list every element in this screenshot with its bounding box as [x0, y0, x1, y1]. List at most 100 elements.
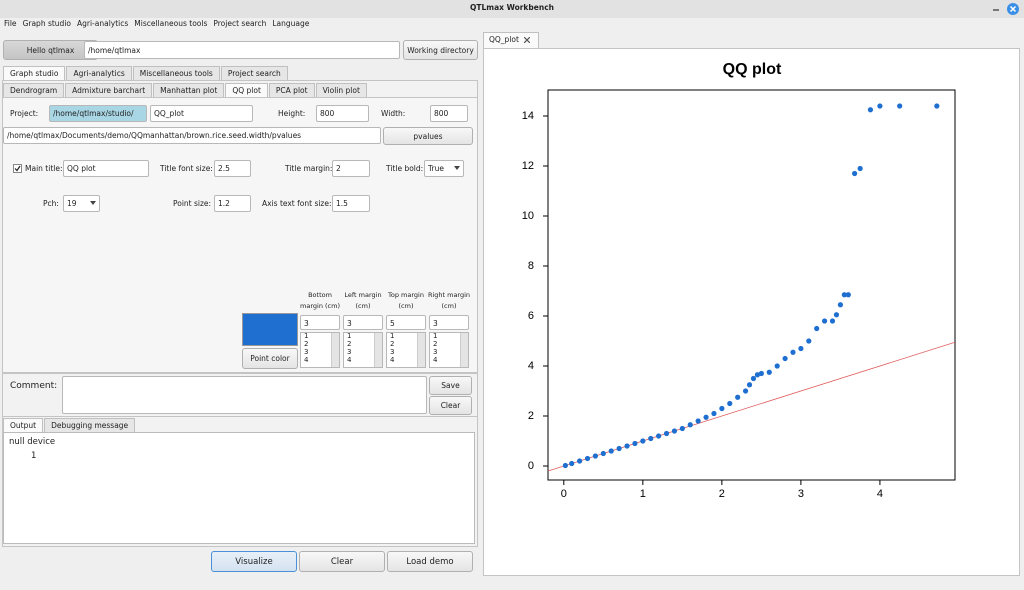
- tab[interactable]: QQ plot: [225, 83, 268, 97]
- comment-input[interactable]: [62, 376, 427, 414]
- list-option[interactable]: 1: [304, 332, 309, 340]
- list-option[interactable]: 3: [347, 348, 352, 356]
- output-box: null device 1: [3, 432, 475, 544]
- sub-tabs: Dendrogram Admixture barchart Manhattan pl…: [3, 83, 368, 97]
- point: [822, 318, 828, 324]
- tab[interactable]: Agri-analytics: [66, 66, 132, 80]
- tab[interactable]: Project search: [220, 66, 288, 80]
- clear-button[interactable]: Clear: [429, 396, 472, 415]
- y-tick-label: 14: [522, 110, 534, 122]
- plot-panel: [483, 48, 1020, 576]
- list-option[interactable]: 2: [347, 340, 352, 348]
- label: Title margin:: [285, 164, 333, 173]
- axis-font-size-input[interactable]: 1.5: [332, 195, 370, 212]
- menu-item[interactable]: Agri-analytics: [77, 19, 129, 28]
- point: [877, 103, 883, 109]
- tab[interactable]: Dendrogram: [3, 83, 65, 97]
- menu-item[interactable]: Miscellaneous tools: [134, 19, 208, 28]
- tab[interactable]: Debugging message: [44, 418, 136, 432]
- point: [616, 445, 622, 452]
- x-tick-label: 4: [877, 488, 883, 500]
- tab[interactable]: Output: [3, 418, 44, 432]
- point: [798, 345, 804, 352]
- file-button[interactable]: pvalues: [383, 127, 473, 145]
- title-margin-input[interactable]: 2: [332, 160, 370, 177]
- point: [742, 388, 749, 394]
- menu-item[interactable]: Graph studio: [22, 19, 71, 28]
- list-option[interactable]: 2: [304, 340, 309, 348]
- list-option[interactable]: 1: [390, 332, 395, 340]
- tab[interactable]: Graph studio: [3, 66, 66, 80]
- y-tick-label: 10: [522, 210, 534, 222]
- margin-input[interactable]: 5: [386, 315, 426, 330]
- margin-input[interactable]: 3: [429, 315, 469, 330]
- list-option[interactable]: 3: [304, 348, 309, 356]
- working-dir-button[interactable]: Working directory: [403, 40, 478, 60]
- point: [600, 450, 606, 457]
- list-option[interactable]: 4: [433, 356, 438, 364]
- project-name[interactable]: QQ_plot: [150, 105, 253, 122]
- point: [656, 433, 662, 439]
- tab[interactable]: Admixture barchart: [65, 83, 153, 97]
- list-option[interactable]: 3: [433, 348, 438, 356]
- label: Height:: [278, 109, 306, 118]
- action-button[interactable]: Visualize: [211, 551, 297, 572]
- x-tick-label: 3: [798, 488, 804, 500]
- list-option[interactable]: 4: [304, 356, 309, 364]
- checkbox[interactable]: [13, 164, 22, 173]
- tab-close[interactable]: [524, 37, 530, 43]
- list-option[interactable]: 2: [433, 340, 438, 348]
- point: [640, 438, 646, 444]
- window-controls[interactable]: [990, 2, 1022, 16]
- point: [814, 325, 820, 332]
- menu-item[interactable]: Language: [272, 19, 310, 28]
- width-input[interactable]: 800: [430, 105, 468, 122]
- list-option[interactable]: 1: [433, 332, 438, 340]
- dropdown-arrow: [454, 166, 460, 170]
- save-button[interactable]: Save: [429, 376, 472, 395]
- list-option[interactable]: 4: [347, 356, 352, 364]
- point-color-button[interactable]: Point color: [242, 348, 298, 369]
- point: [758, 370, 764, 377]
- title-bold-select[interactable]: True: [424, 160, 464, 177]
- dropdown-arrow: [90, 201, 96, 205]
- list-option[interactable]: 2: [390, 340, 395, 348]
- label: Width:: [381, 109, 406, 118]
- tab[interactable]: Violin plot: [315, 83, 367, 97]
- point: [577, 458, 583, 464]
- tab[interactable]: Miscellaneous tools: [132, 66, 220, 80]
- tab[interactable]: Manhattan plot: [153, 83, 225, 97]
- plot-tab[interactable]: QQ_plot: [483, 32, 539, 48]
- height-input[interactable]: 800: [316, 105, 369, 122]
- point: [562, 462, 568, 469]
- action-button[interactable]: Clear: [299, 551, 385, 572]
- y-tick-label: 2: [528, 410, 534, 422]
- margin-input[interactable]: 3: [300, 315, 340, 330]
- home-path[interactable]: /home/qtlmax: [84, 41, 400, 59]
- project-path[interactable]: /home/qtlmax/studio/: [49, 105, 147, 122]
- action-button[interactable]: Load demo: [387, 551, 473, 572]
- menu-item[interactable]: File: [4, 19, 17, 28]
- tab[interactable]: PCA plot: [268, 83, 315, 97]
- pch-select[interactable]: 19: [63, 195, 100, 212]
- margin-input[interactable]: 3: [343, 315, 383, 330]
- point: [841, 292, 847, 298]
- title-font-size-input[interactable]: 2.5: [214, 160, 251, 177]
- point: [837, 302, 844, 308]
- list-option[interactable]: 1: [347, 332, 352, 340]
- point-size-input[interactable]: 1.2: [214, 195, 251, 212]
- margin-label: Right margin (cm): [427, 291, 471, 310]
- point: [754, 372, 761, 378]
- main-tabs: Graph studio Agri-analytics Miscellaneous …: [3, 66, 289, 80]
- label: Main title:: [25, 164, 63, 173]
- menu-item[interactable]: Project search: [213, 19, 267, 28]
- y-tick-label: 12: [522, 160, 534, 172]
- main-title-input[interactable]: QQ plot: [63, 160, 149, 177]
- list-option[interactable]: 3: [390, 348, 395, 356]
- list-option[interactable]: 4: [390, 356, 395, 364]
- file-path[interactable]: /home/qtlmax/Documents/demo/QQmanhattan/…: [3, 127, 381, 144]
